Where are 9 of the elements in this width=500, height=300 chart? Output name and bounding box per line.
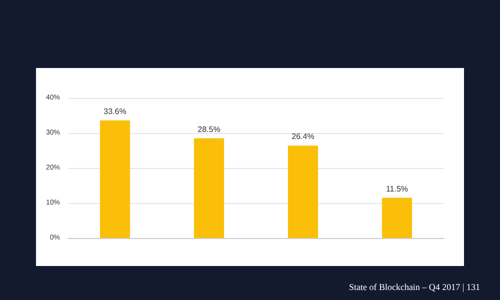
data-label: 11.5% xyxy=(386,184,408,194)
text: State of Blockchain – Q4 2017 | 131 xyxy=(348,282,480,292)
data-label: 26.4% xyxy=(292,132,314,142)
bar xyxy=(194,138,224,238)
data-label: 28.5% xyxy=(198,124,220,134)
bar xyxy=(100,120,130,238)
data-label: 33.6% xyxy=(104,106,126,116)
bar xyxy=(288,146,318,238)
bar xyxy=(382,198,412,238)
